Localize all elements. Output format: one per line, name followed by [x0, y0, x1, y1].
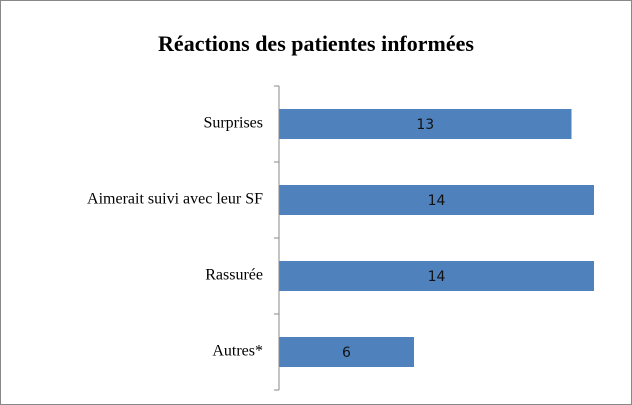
y-tick-label: Aimerait suivi avec leur SF	[87, 191, 263, 208]
y-tick-label: Rassurée	[205, 267, 263, 284]
value-label: 14	[428, 193, 446, 209]
y-tick-label: Autres*	[212, 343, 263, 360]
bar	[279, 337, 414, 367]
bar	[279, 109, 572, 139]
value-label: 13	[416, 117, 434, 133]
y-tick-label: Surprises	[203, 115, 263, 132]
value-label: 14	[428, 269, 446, 285]
value-label: 6	[342, 345, 351, 361]
chart-title: Réactions des patientes informées	[158, 31, 474, 56]
bar	[279, 261, 594, 291]
bar	[279, 185, 594, 215]
